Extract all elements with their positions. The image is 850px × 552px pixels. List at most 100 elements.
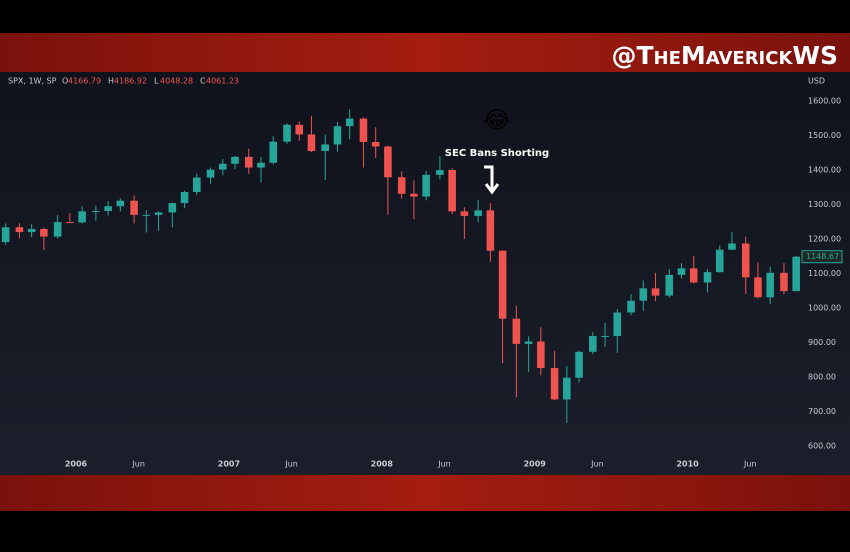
x-tick-label: Jun	[437, 460, 451, 469]
ohlc-label: C	[200, 77, 206, 86]
candle-body	[689, 268, 698, 283]
candle-body	[244, 156, 253, 168]
candle-body	[384, 146, 392, 178]
candle-body	[104, 206, 112, 212]
candle-body	[550, 368, 559, 400]
candle-body	[218, 163, 227, 170]
candle-body	[92, 211, 100, 213]
chart-panel	[0, 72, 850, 475]
candle-body	[460, 211, 469, 216]
currency: USD	[808, 77, 825, 86]
watermark: @TheMaverickWS	[611, 41, 838, 70]
candle-body	[180, 192, 189, 204]
candle-body	[627, 300, 635, 313]
candle-body	[53, 222, 62, 237]
y-tick-label: 1500.00	[808, 131, 841, 140]
candle-body	[168, 203, 177, 213]
candle-body	[193, 177, 201, 193]
ohlc-label: O	[62, 77, 68, 86]
candle-body	[639, 288, 648, 301]
candle-body	[422, 174, 430, 197]
candle-body	[792, 256, 800, 292]
candle-body	[142, 214, 151, 216]
symbol: SPX, 1W, SP	[8, 77, 57, 86]
y-tick-label: 800.00	[808, 373, 836, 382]
candle-body	[575, 351, 583, 378]
candle-body	[78, 211, 86, 223]
x-tick-label: Jun	[743, 460, 757, 469]
y-tick-label: 1400.00	[808, 165, 841, 174]
candle-body	[677, 268, 686, 275]
y-tick-label: 1300.00	[808, 200, 841, 209]
candle-body	[269, 141, 278, 163]
candle-body	[307, 134, 316, 152]
candle-body	[512, 318, 521, 344]
candle-body	[410, 193, 418, 197]
y-tick-label: 700.00	[808, 407, 836, 416]
y-tick-label: 1100.00	[808, 269, 841, 278]
candle-body	[741, 243, 750, 278]
x-tick-label: 2007	[218, 460, 240, 469]
ohlc-value: 4061.23	[206, 77, 239, 86]
candle-body	[537, 341, 545, 369]
candle-body	[703, 272, 712, 283]
candle-body	[715, 249, 724, 273]
candle-body	[231, 156, 239, 164]
ohlc-label: H	[108, 77, 114, 86]
candle-body	[295, 124, 304, 135]
x-tick-label: Jun	[131, 460, 145, 469]
candle-body	[665, 274, 674, 296]
y-tick-label: 900.00	[808, 338, 836, 347]
candle-body	[1, 227, 10, 243]
annotation-arrow	[484, 165, 500, 195]
x-tick-label: Jun	[590, 460, 604, 469]
candle-body	[257, 162, 265, 168]
price-tag	[801, 250, 843, 264]
candle-body	[601, 335, 609, 337]
candle-body	[474, 210, 482, 216]
y-tick-label: 1600.00	[808, 96, 841, 105]
candle-body	[116, 200, 125, 207]
candle-body	[780, 272, 788, 292]
ohlc-value: 4166.79	[68, 77, 101, 86]
candle-body	[321, 144, 330, 152]
candle-body	[345, 118, 354, 127]
candle-body	[589, 335, 597, 352]
candle-body	[15, 227, 24, 233]
candle-body	[333, 126, 342, 145]
x-tick-label: 2008	[371, 460, 394, 469]
annotation-emoji: 😂	[483, 106, 511, 134]
candle-body	[359, 118, 368, 143]
candle-body	[130, 200, 138, 215]
candle-body	[613, 312, 622, 336]
x-tick-label: Jun	[284, 460, 298, 469]
candle-body	[206, 169, 215, 178]
y-tick-label: 600.00	[808, 442, 836, 451]
annotation-text: SEC Bans Shorting	[445, 148, 549, 159]
candle-body	[66, 222, 74, 224]
ohlc-label: L	[154, 77, 159, 86]
candle-body	[448, 169, 456, 212]
candle-body	[436, 169, 444, 175]
candle-body	[397, 177, 406, 194]
y-tick-label: 1000.00	[808, 304, 841, 313]
candle-body	[283, 124, 291, 142]
candle-body	[40, 228, 48, 237]
candle-body	[563, 377, 571, 400]
candle-body	[27, 228, 36, 233]
candle-body	[728, 243, 736, 250]
y-tick-label: 1200.00	[808, 234, 841, 243]
x-tick-label: 2009	[524, 460, 547, 469]
candle-body	[486, 210, 495, 251]
ohlc-value: 4186.92	[114, 77, 147, 86]
price-tag-label: 1148.67	[806, 252, 839, 261]
top-banner	[0, 33, 850, 73]
x-tick-label: 2010	[676, 460, 699, 469]
candle-body	[498, 250, 507, 319]
candle-body	[154, 212, 163, 215]
bottom-banner	[0, 475, 850, 511]
candle-body	[766, 272, 774, 298]
ohlc-value: 4048.28	[160, 77, 193, 86]
